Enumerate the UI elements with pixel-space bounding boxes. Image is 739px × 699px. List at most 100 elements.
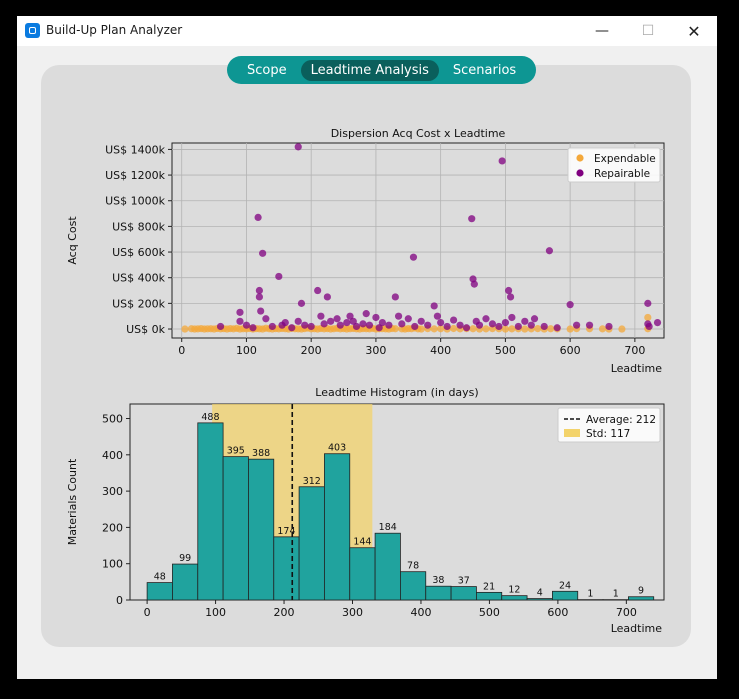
scatter-point-expendable bbox=[430, 325, 438, 333]
scatter-point-repairable bbox=[553, 324, 561, 332]
scatter-chart: 0 100 200 300 400 500 600 700 US$ 0k US$ 200k US$ … bbox=[66, 127, 665, 375]
scatter-point-repairable bbox=[294, 317, 302, 325]
scatter-point-repairable bbox=[307, 322, 315, 331]
histogram-x-tick-label: 600 bbox=[547, 606, 568, 619]
scatter-point-repairable bbox=[314, 286, 322, 295]
histogram-y-tick-label: 200 bbox=[102, 521, 123, 534]
scatter-point-repairable bbox=[409, 253, 418, 261]
scatter-x-label: Leadtime bbox=[611, 362, 663, 375]
scatter-point-expendable bbox=[521, 325, 529, 333]
histogram-bar-label: 144 bbox=[353, 537, 371, 548]
scatter-title: Dispersion Acq Cost x Leadtime bbox=[331, 127, 506, 140]
tab-leadtime-analysis[interactable]: Leadtime Analysis bbox=[300, 59, 439, 81]
scatter-point-repairable bbox=[475, 321, 484, 329]
scatter-point-repairable bbox=[394, 312, 403, 320]
histogram-bar bbox=[425, 585, 452, 601]
scatter-point-repairable bbox=[262, 315, 270, 323]
scatter-point-repairable bbox=[482, 315, 490, 323]
histogram-x-tick-label: 700 bbox=[616, 606, 637, 619]
histogram-bar-label: 38 bbox=[432, 575, 444, 586]
scatter-point-repairable bbox=[540, 322, 548, 331]
scatter-point-repairable bbox=[236, 317, 244, 325]
scatter-point-repairable bbox=[362, 310, 370, 318]
histogram-bar bbox=[273, 536, 300, 601]
scatter-point-expendable bbox=[450, 324, 458, 333]
legend-label-repairable: Repairable bbox=[594, 168, 650, 180]
scatter-point-repairable bbox=[391, 293, 399, 301]
histogram-legend bbox=[557, 407, 661, 443]
histogram-bar-label: 1 bbox=[587, 589, 593, 600]
scatter-point-repairable bbox=[437, 319, 445, 327]
scatter-point-expendable bbox=[417, 325, 425, 333]
histogram-bar bbox=[248, 458, 275, 601]
scatter-point-expendable bbox=[482, 325, 490, 333]
scatter-point-repairable bbox=[216, 322, 225, 331]
scatter-y-tick-label: US$ 600k bbox=[112, 246, 166, 259]
histogram-bar bbox=[146, 582, 173, 601]
tab-scope[interactable]: Scope bbox=[247, 62, 287, 78]
scatter-point-repairable bbox=[359, 320, 367, 328]
scatter-point-repairable bbox=[346, 312, 354, 320]
scatter-x-tick-label: 500 bbox=[495, 344, 516, 357]
scatter-point-repairable bbox=[404, 315, 412, 323]
scatter-point-repairable bbox=[385, 321, 393, 329]
histogram-bar bbox=[400, 571, 427, 601]
histogram-bar-label: 99 bbox=[179, 553, 191, 564]
histogram-bar-label: 48 bbox=[154, 572, 166, 583]
histogram-y-tick-label: 0 bbox=[116, 594, 123, 607]
histogram-y-tick-label: 400 bbox=[102, 449, 123, 462]
histogram-x-tick-label: 400 bbox=[410, 606, 431, 619]
scatter-y-tick-label: US$ 200k bbox=[112, 297, 166, 310]
legend-marker-expendable bbox=[576, 154, 584, 162]
histogram-x-tick-label: 300 bbox=[342, 606, 363, 619]
scatter-point-repairable bbox=[327, 317, 335, 325]
scatter-point-repairable bbox=[255, 286, 263, 295]
histogram-x-tick-label: 0 bbox=[144, 606, 151, 619]
histogram-bar-label: 174 bbox=[277, 526, 295, 537]
scatter-point-expendable bbox=[547, 325, 555, 333]
maximize-button[interactable]: ☐ bbox=[641, 23, 655, 39]
scatter-point-repairable bbox=[450, 316, 458, 324]
scatter-point-repairable bbox=[433, 312, 442, 320]
scatter-x-tick-label: 0 bbox=[178, 344, 185, 357]
histogram-bar bbox=[349, 547, 376, 601]
histogram-y-label: Materials Count bbox=[66, 458, 79, 545]
scatter-point-expendable bbox=[437, 325, 445, 333]
scatter-point-expendable bbox=[501, 325, 509, 333]
histogram-bar-label: 37 bbox=[458, 576, 470, 587]
histogram-bar-label: 488 bbox=[201, 412, 219, 423]
scatter-point-repairable bbox=[343, 319, 351, 327]
histogram-title: Leadtime Histogram (in days) bbox=[315, 386, 478, 399]
scatter-point-repairable bbox=[249, 324, 257, 332]
histogram-bar bbox=[501, 595, 528, 601]
histogram-x-tick-label: 500 bbox=[479, 606, 500, 619]
scatter-x-tick-label: 200 bbox=[301, 344, 322, 357]
scatter-point-repairable bbox=[605, 322, 613, 331]
histogram-bar-label: 1 bbox=[613, 589, 619, 600]
scatter-point-repairable bbox=[505, 286, 513, 295]
minimize-button[interactable]: — bbox=[595, 23, 609, 39]
scatter-point-repairable bbox=[501, 319, 509, 327]
scatter-point-repairable bbox=[336, 321, 344, 329]
histogram-x-tick-label: 200 bbox=[274, 606, 295, 619]
scatter-y-tick-label: US$ 400k bbox=[112, 272, 166, 285]
scatter-point-repairable bbox=[297, 299, 306, 307]
scatter-point-repairable bbox=[456, 321, 464, 329]
scatter-point-repairable bbox=[430, 302, 438, 310]
scatter-y-tick-label: US$ 0k bbox=[126, 323, 166, 336]
legend-label-expendable: Expendable bbox=[594, 153, 656, 165]
scatter-point-repairable bbox=[488, 320, 497, 328]
tab-bar: Scope Leadtime Analysis Scenarios bbox=[227, 56, 537, 84]
scatter-point-repairable bbox=[365, 321, 374, 329]
app-icon bbox=[25, 23, 40, 38]
histogram-bar bbox=[628, 596, 655, 601]
scatter-y-tick-label: US$ 1200k bbox=[105, 169, 166, 182]
scatter-point-repairable bbox=[424, 321, 432, 329]
tab-scenarios[interactable]: Scenarios bbox=[452, 62, 517, 78]
scatter-point-repairable bbox=[417, 317, 425, 325]
scatter-point-expendable bbox=[644, 313, 652, 322]
scatter-point-repairable bbox=[259, 249, 267, 257]
close-button[interactable]: ✕ bbox=[687, 21, 701, 41]
histogram-bar-label: 184 bbox=[379, 522, 397, 533]
